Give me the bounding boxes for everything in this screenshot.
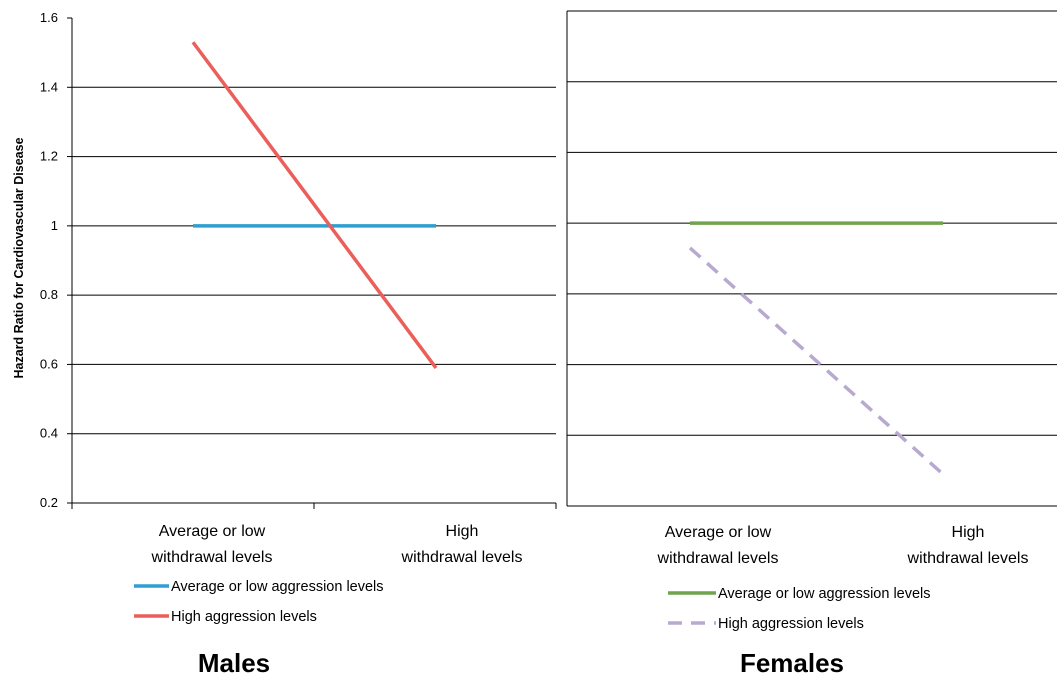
x-category-label: High [446, 523, 479, 540]
legend-label: High aggression levels [171, 609, 317, 625]
y-axis-label: Hazard Ratio for Cardiovascular Disease [12, 137, 26, 378]
legend-label: High aggression levels [718, 616, 864, 632]
gridlines [72, 86, 556, 435]
legend-label: Average or low aggression levels [718, 586, 931, 602]
panel-title: Females [740, 648, 844, 678]
series-line [688, 246, 945, 476]
x-category-label: High [952, 524, 985, 541]
x-category-label: withdrawal levels [657, 550, 779, 567]
females-panel: Average or low withdrawal levels High withd… [566, 10, 1057, 678]
males-panel: 0.2 0.4 0.6 0.8 1 1.2 1.4 1.6 Hazard Ratio for C… [12, 10, 557, 678]
y-tick-label: 0.6 [40, 356, 58, 371]
y-tick-label: 1.4 [40, 79, 58, 94]
y-tick-label: 1.6 [40, 10, 58, 25]
y-tick-label: 0.2 [40, 495, 58, 510]
x-category-label: withdrawal levels [401, 549, 523, 566]
y-tick-label: 1 [51, 218, 58, 233]
y-tick-label: 0.4 [40, 426, 58, 441]
panel-title: Males [198, 648, 270, 678]
x-category-label: Average or low [665, 524, 772, 541]
x-category-label: Average or low [159, 523, 266, 540]
x-category-label: withdrawal levels [151, 549, 273, 566]
x-category-label: withdrawal levels [907, 550, 1029, 567]
y-tick-label: 1.2 [40, 149, 58, 164]
y-tick-label: 0.8 [40, 287, 58, 302]
series-line [191, 41, 438, 369]
legend-label: Average or low aggression levels [171, 579, 384, 595]
